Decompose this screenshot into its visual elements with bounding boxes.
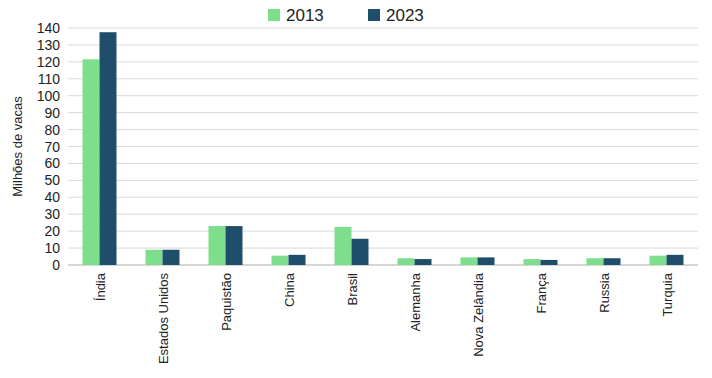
grid-line bbox=[68, 214, 698, 215]
y-tick-label: 60 bbox=[44, 155, 60, 171]
grid-line bbox=[68, 248, 698, 249]
grid-line bbox=[68, 180, 698, 181]
y-tick-label: 40 bbox=[44, 189, 60, 205]
x-tick-label: Alemanha bbox=[408, 272, 423, 331]
grid-line bbox=[68, 163, 698, 164]
bar bbox=[226, 226, 243, 265]
bar bbox=[461, 257, 478, 265]
x-tick-label: Russia bbox=[597, 272, 612, 313]
bar bbox=[650, 256, 667, 265]
bar bbox=[478, 257, 495, 265]
bar bbox=[100, 32, 117, 265]
bar bbox=[604, 258, 621, 265]
bar bbox=[352, 239, 369, 265]
bars bbox=[83, 32, 684, 265]
x-tick-label: França bbox=[534, 272, 549, 313]
y-tick-label: 10 bbox=[44, 240, 60, 256]
y-axis-label: Milhões de vacas bbox=[10, 96, 25, 197]
bar bbox=[163, 250, 180, 265]
grid-line bbox=[68, 78, 698, 79]
bar bbox=[524, 259, 541, 265]
x-tick-label: Turquia bbox=[660, 272, 675, 316]
legend-label: 2023 bbox=[386, 6, 424, 25]
x-tick-label: China bbox=[282, 272, 297, 307]
y-tick-label: 50 bbox=[44, 172, 60, 188]
grid-line bbox=[68, 146, 698, 147]
grid-line bbox=[68, 28, 698, 29]
x-tick-label: Brasil bbox=[345, 273, 360, 306]
bar bbox=[587, 258, 604, 265]
bar bbox=[83, 59, 100, 265]
grid-line bbox=[68, 95, 698, 96]
grid-line bbox=[68, 44, 698, 45]
bar bbox=[209, 226, 226, 265]
bar bbox=[289, 255, 306, 265]
y-tick-label: 140 bbox=[37, 20, 61, 36]
grid-line bbox=[68, 112, 698, 113]
legend-swatch bbox=[368, 9, 380, 21]
y-tick-label: 0 bbox=[52, 257, 60, 273]
bar bbox=[541, 260, 558, 265]
bar bbox=[272, 256, 289, 265]
y-tick-label: 110 bbox=[38, 71, 61, 87]
y-tick-label: 100 bbox=[37, 88, 61, 104]
legend-swatch bbox=[268, 9, 280, 21]
x-tick-label: Estados Unidos bbox=[156, 273, 171, 365]
grid-line bbox=[68, 61, 698, 62]
y-tick-label: 130 bbox=[37, 37, 61, 53]
bar bbox=[398, 258, 415, 265]
x-tick-label: Paquistão bbox=[219, 273, 234, 331]
y-tick-label: 30 bbox=[44, 206, 60, 222]
y-tick-label: 120 bbox=[37, 54, 61, 70]
y-tick-label: 90 bbox=[44, 105, 60, 121]
grid-line bbox=[68, 129, 698, 130]
x-tick-label: Índia bbox=[93, 272, 108, 301]
bar bbox=[335, 227, 352, 265]
bar bbox=[667, 255, 684, 265]
bar bbox=[415, 259, 432, 265]
y-tick-label: 80 bbox=[44, 122, 60, 138]
grid-line bbox=[68, 197, 698, 198]
bar bbox=[146, 250, 163, 265]
grid-line bbox=[68, 231, 698, 232]
x-tick-label: Nova Zelândia bbox=[471, 272, 486, 357]
y-tick-label: 20 bbox=[44, 223, 60, 239]
y-tick-label: 70 bbox=[44, 139, 60, 155]
chart: 0102030405060708090100110120130140 Milhõe… bbox=[0, 0, 712, 378]
legend-label: 2013 bbox=[286, 6, 324, 25]
